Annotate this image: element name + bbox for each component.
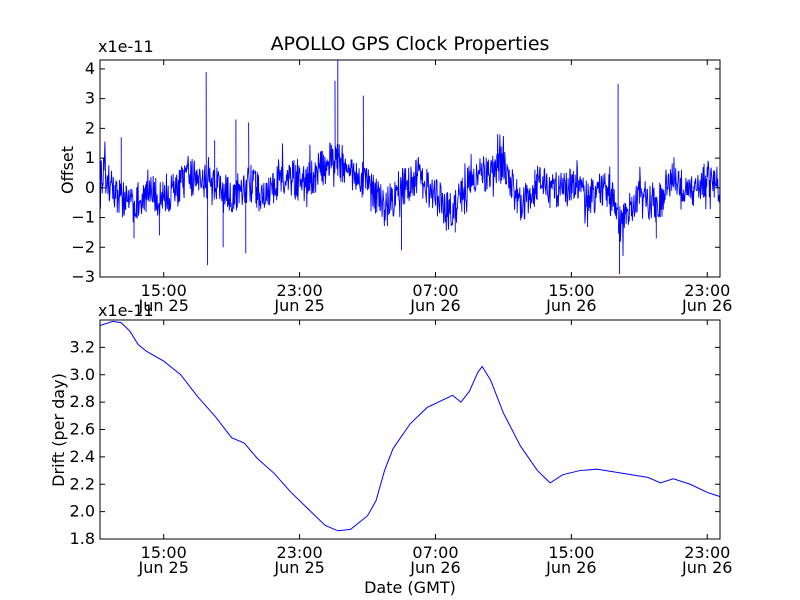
x-tick-date-label: Jun 26	[545, 558, 596, 577]
x-tick-time-label: 15:00	[141, 543, 187, 562]
x-tick-time-label: 23:00	[277, 281, 323, 300]
axes-frame	[99, 59, 721, 278]
y-tick-label: 1	[85, 148, 95, 167]
y-tick-label: 2.0	[70, 502, 95, 521]
y-tick-label: 3	[85, 89, 95, 108]
offset-multiplier-top: x1e-11	[98, 37, 154, 56]
y-tick-label: −3	[71, 267, 95, 286]
x-tick-date-label: Jun 26	[681, 296, 732, 315]
offset-series-line	[100, 60, 720, 275]
offset-multiplier-bottom: x1e-11	[98, 301, 154, 320]
y-tick-label: 2.4	[70, 447, 95, 466]
x-tick-time-label: 15:00	[548, 543, 594, 562]
x-tick-time-label: 07:00	[412, 543, 458, 562]
x-tick-time-label: 23:00	[277, 543, 323, 562]
y-tick-label: −1	[71, 208, 95, 227]
axes-frame	[99, 319, 721, 540]
x-tick-time-label: 23:00	[684, 281, 730, 300]
y-tick-label: 0	[85, 178, 95, 197]
x-tick-date-label: Jun 26	[681, 558, 732, 577]
x-tick-date-label: Jun 25	[273, 296, 324, 315]
x-tick-time-label: 15:00	[141, 281, 187, 300]
y-tick-label: 2	[85, 118, 95, 137]
drift-y-axis-label: Drift (per day)	[49, 373, 68, 487]
y-tick-label: 3.2	[70, 337, 95, 356]
x-tick-time-label: 07:00	[412, 281, 458, 300]
x-tick-date-label: Jun 26	[409, 296, 460, 315]
y-tick-label: 2.8	[70, 392, 95, 411]
x-tick-date-label: Jun 25	[137, 296, 188, 315]
y-tick-label: 1.8	[70, 529, 95, 548]
y-tick-label: −2	[71, 237, 95, 256]
y-tick-label: 3.0	[70, 365, 95, 384]
x-tick-date-label: Jun 26	[545, 296, 596, 315]
x-tick-date-label: Jun 25	[137, 558, 188, 577]
y-tick-label: 2.6	[70, 420, 95, 439]
offset-y-axis-label: Offset	[58, 146, 77, 194]
x-axis-label: Date (GMT)	[364, 578, 456, 597]
drift-series-line	[100, 320, 720, 532]
x-tick-date-label: Jun 26	[409, 558, 460, 577]
chart-title: APOLLO GPS Clock Properties	[271, 33, 550, 55]
x-tick-time-label: 23:00	[684, 543, 730, 562]
x-tick-time-label: 15:00	[548, 281, 594, 300]
y-tick-label: 2.2	[70, 474, 95, 493]
y-tick-label: 4	[85, 59, 95, 78]
x-tick-date-label: Jun 25	[273, 558, 324, 577]
